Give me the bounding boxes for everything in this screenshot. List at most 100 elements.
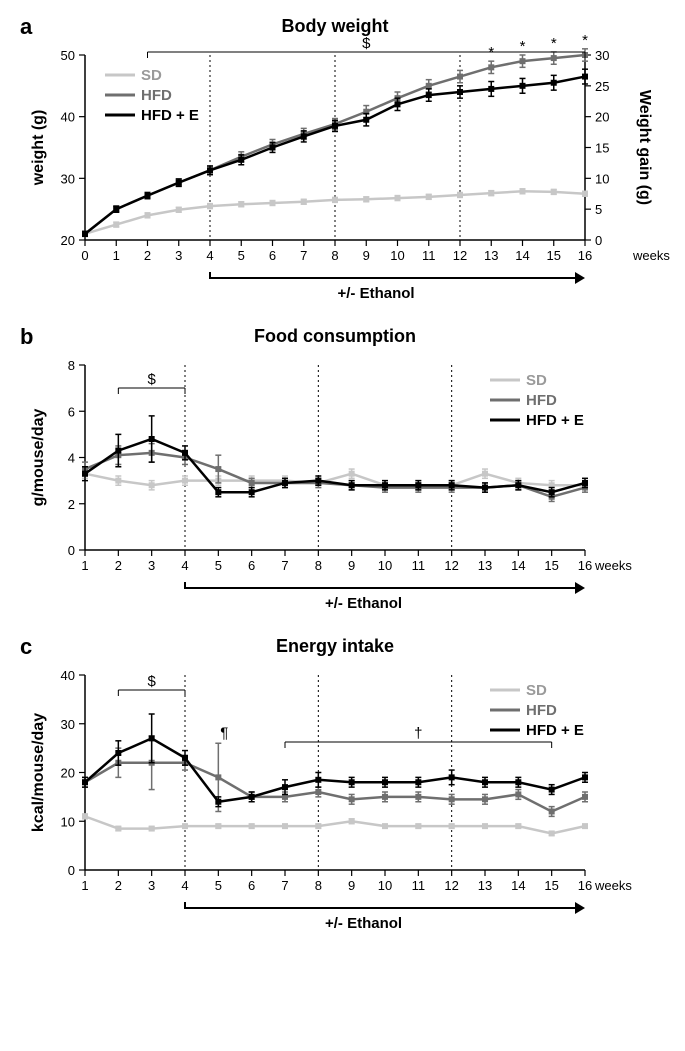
svg-text:12: 12 [444, 878, 458, 893]
svg-text:2: 2 [115, 878, 122, 893]
svg-text:0: 0 [595, 233, 602, 248]
panel-b: bFood consumption02468123456789101112131… [10, 320, 685, 620]
svg-text:8: 8 [68, 358, 75, 373]
svg-text:$: $ [147, 673, 156, 690]
svg-text:5: 5 [215, 558, 222, 573]
svg-text:8: 8 [315, 558, 322, 573]
svg-text:SD: SD [526, 372, 547, 389]
svg-text:SD: SD [141, 67, 162, 84]
svg-text:6: 6 [68, 404, 75, 419]
svg-text:8: 8 [331, 248, 338, 263]
svg-text:30: 30 [61, 171, 75, 186]
svg-text:13: 13 [484, 248, 498, 263]
svg-text:11: 11 [412, 558, 426, 573]
svg-text:16: 16 [578, 248, 592, 263]
svg-text:14: 14 [511, 558, 525, 573]
svg-text:14: 14 [511, 878, 525, 893]
svg-text:HFD: HFD [141, 87, 172, 104]
svg-text:15: 15 [544, 878, 558, 893]
svg-text:7: 7 [281, 878, 288, 893]
svg-text:14: 14 [515, 248, 529, 263]
svg-text:15: 15 [595, 141, 609, 156]
svg-text:11: 11 [422, 248, 436, 263]
svg-text:SD: SD [526, 682, 547, 699]
svg-text:10: 10 [61, 814, 75, 829]
svg-text:13: 13 [478, 558, 492, 573]
svg-text:weeks: weeks [632, 248, 670, 263]
chart-food-consumption: bFood consumption02468123456789101112131… [10, 320, 675, 620]
svg-text:8: 8 [315, 878, 322, 893]
svg-text:*: * [551, 35, 557, 52]
svg-text:+/- Ethanol: +/- Ethanol [325, 595, 402, 612]
svg-text:*: * [520, 38, 526, 55]
svg-text:Body weight: Body weight [282, 16, 389, 36]
svg-text:weeks: weeks [594, 878, 632, 893]
svg-text:5: 5 [595, 202, 602, 217]
svg-text:10: 10 [595, 171, 609, 186]
svg-text:+/- Ethanol: +/- Ethanol [338, 285, 415, 302]
svg-text:7: 7 [281, 558, 288, 573]
svg-text:9: 9 [348, 558, 355, 573]
svg-text:a: a [20, 14, 33, 39]
svg-text:weight (g): weight (g) [30, 110, 47, 187]
chart-energy-intake: cEnergy intake01020304012345678910111213… [10, 630, 675, 950]
svg-text:16: 16 [578, 558, 592, 573]
svg-text:1: 1 [113, 248, 120, 263]
svg-text:4: 4 [68, 451, 75, 466]
svg-text:$: $ [147, 371, 156, 388]
svg-text:0: 0 [68, 863, 75, 878]
svg-text:HFD + E: HFD + E [526, 722, 584, 739]
svg-text:3: 3 [148, 558, 155, 573]
svg-text:30: 30 [595, 48, 609, 63]
svg-text:0: 0 [81, 248, 88, 263]
svg-text:2: 2 [68, 497, 75, 512]
svg-text:¶: ¶ [220, 724, 228, 741]
svg-text:16: 16 [578, 878, 592, 893]
svg-text:b: b [20, 324, 33, 349]
svg-text:2: 2 [144, 248, 151, 263]
svg-text:15: 15 [547, 248, 561, 263]
svg-text:50: 50 [61, 48, 75, 63]
svg-text:6: 6 [269, 248, 276, 263]
svg-text:6: 6 [248, 878, 255, 893]
svg-text:11: 11 [412, 878, 426, 893]
svg-text:$: $ [362, 35, 371, 52]
panel-c: cEnergy intake01020304012345678910111213… [10, 630, 685, 950]
svg-text:Food consumption: Food consumption [254, 326, 416, 346]
svg-text:7: 7 [300, 248, 307, 263]
svg-text:1: 1 [81, 878, 88, 893]
svg-text:0: 0 [68, 543, 75, 558]
svg-text:Weight gain (g): Weight gain (g) [636, 90, 653, 205]
svg-text:3: 3 [175, 248, 182, 263]
chart-body-weight: aBody weight20304050051015202530Weight g… [10, 10, 675, 310]
svg-text:†: † [414, 725, 422, 742]
svg-text:kcal/mouse/day: kcal/mouse/day [30, 713, 47, 832]
svg-text:13: 13 [478, 878, 492, 893]
svg-text:*: * [582, 32, 588, 49]
svg-text:4: 4 [206, 248, 213, 263]
svg-text:9: 9 [348, 878, 355, 893]
svg-text:HFD + E: HFD + E [141, 107, 199, 124]
svg-text:4: 4 [181, 558, 188, 573]
svg-text:12: 12 [444, 558, 458, 573]
svg-text:1: 1 [81, 558, 88, 573]
svg-text:HFD: HFD [526, 702, 557, 719]
svg-text:Energy intake: Energy intake [276, 636, 394, 656]
svg-text:20: 20 [61, 233, 75, 248]
panel-a: aBody weight20304050051015202530Weight g… [10, 10, 685, 310]
svg-text:40: 40 [61, 668, 75, 683]
svg-text:weeks: weeks [594, 558, 632, 573]
svg-text:HFD: HFD [526, 392, 557, 409]
svg-text:6: 6 [248, 558, 255, 573]
svg-text:20: 20 [595, 110, 609, 125]
svg-text:15: 15 [544, 558, 558, 573]
svg-text:10: 10 [378, 878, 392, 893]
svg-text:2: 2 [115, 558, 122, 573]
svg-text:5: 5 [215, 878, 222, 893]
svg-text:40: 40 [61, 110, 75, 125]
svg-text:*: * [488, 44, 494, 61]
svg-text:c: c [20, 634, 32, 659]
svg-text:5: 5 [238, 248, 245, 263]
svg-text:4: 4 [181, 878, 188, 893]
svg-text:3: 3 [148, 878, 155, 893]
